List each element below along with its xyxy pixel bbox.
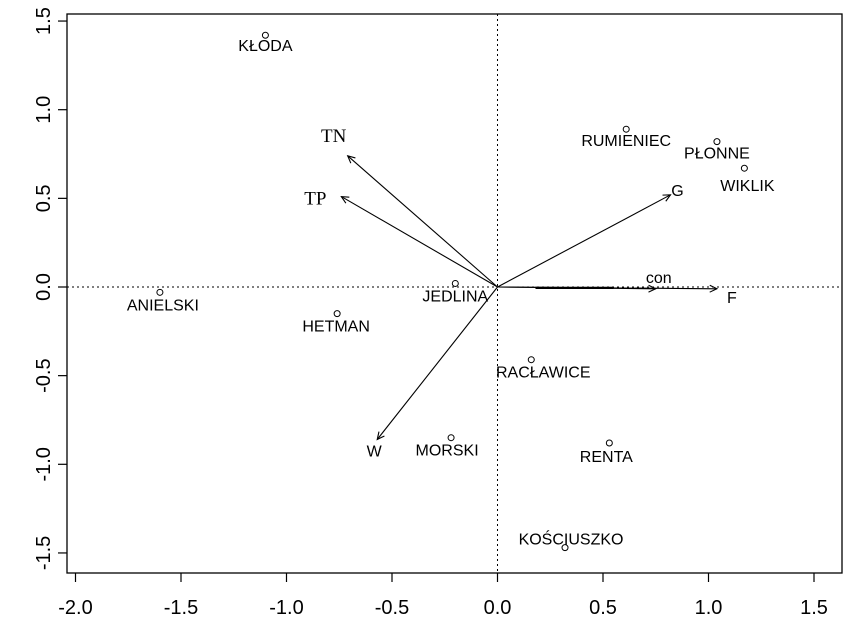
point-marker (333, 310, 341, 318)
axes: -2.0 -1.5 -1.0 -0.5 0.0 0.5 1.0 1.5 -1.5 -1.0 -0.5… (33, 7, 843, 619)
point-9: RENTA (580, 439, 633, 466)
point-3: JEDLINA (422, 279, 489, 305)
vector-arrowhead (346, 154, 356, 164)
x-tick-label: -1.0 (269, 597, 303, 619)
point-label: KŁODA (238, 38, 293, 55)
y-tick-label: -1.5 (33, 536, 55, 570)
point-label: RUMIENIEC (581, 133, 671, 150)
point-7: RACŁAWICE (496, 356, 591, 382)
point-marker (561, 544, 569, 552)
vector-label: TN (321, 126, 347, 147)
vector-line (347, 155, 498, 288)
point-1: ANIELSKI (127, 288, 199, 314)
vector-tn: TN (321, 126, 498, 288)
x-tick-label: 0.5 (589, 597, 617, 619)
point-marker (740, 164, 748, 172)
y-tick-label: 1.5 (33, 7, 55, 35)
vector-arrowhead (376, 431, 385, 441)
point-6: WIKLIK (720, 164, 775, 195)
point-label: KOŚCIUSZKO (519, 530, 624, 549)
y-tick-label: 1.0 (33, 96, 55, 124)
point-marker (605, 439, 613, 447)
vector-label: G (671, 183, 683, 200)
vector-label: W (367, 443, 383, 460)
point-marker (447, 434, 455, 442)
vector-arrowhead (709, 284, 719, 293)
point-marker (451, 279, 459, 287)
y-tick-label: 0.0 (33, 273, 55, 301)
x-tick-label: -2.0 (58, 597, 92, 619)
vector-f: F (497, 284, 737, 307)
point-marker (713, 138, 721, 146)
y-tick-label: -1.0 (33, 447, 55, 481)
vector-label: F (727, 290, 737, 307)
vector-label: TP (304, 189, 326, 210)
point-5: PŁONNE (684, 138, 750, 163)
x-tick-label: 1.0 (695, 597, 723, 619)
x-tick-label: -0.5 (375, 597, 409, 619)
point-label: MORSKI (416, 443, 479, 460)
point-label: PŁONNE (684, 146, 750, 163)
y-tick-label: -0.5 (33, 358, 55, 392)
point-label: RACŁAWICE (496, 365, 591, 382)
data-points: KŁODA ANIELSKI HETMAN JEDLINA RUMIENIEC PŁONN… (127, 31, 775, 552)
point-label: RENTA (580, 449, 633, 466)
point-marker (527, 356, 535, 364)
point-marker (156, 288, 164, 296)
vector-arrowhead (340, 195, 350, 204)
point-label: WIKLIK (720, 178, 775, 195)
vector-g: G (497, 183, 684, 288)
point-label: HETMAN (302, 319, 370, 336)
x-tick-label: 1.5 (800, 597, 828, 619)
vector-line (376, 286, 498, 440)
vector-label: con (646, 270, 672, 287)
x-tick-label: 0.0 (484, 597, 512, 619)
x-tick-label: -1.5 (164, 597, 198, 619)
point-2: HETMAN (302, 310, 370, 336)
vector-tp: TP (304, 189, 498, 288)
point-8: MORSKI (416, 434, 479, 460)
point-label: JEDLINA (422, 288, 488, 305)
point-10: KOŚCIUSZKO (519, 530, 624, 552)
point-4: RUMIENIEC (581, 125, 671, 150)
vector-line (341, 196, 498, 288)
point-0: KŁODA (238, 31, 293, 55)
point-marker (261, 31, 269, 39)
plot-frame (66, 13, 843, 574)
vector-line (497, 194, 671, 288)
vector-arrowhead (662, 194, 672, 202)
vector-w: W (367, 286, 498, 460)
point-marker (622, 125, 630, 133)
y-tick-label: 0.5 (33, 184, 55, 212)
point-label: ANIELSKI (127, 297, 199, 314)
